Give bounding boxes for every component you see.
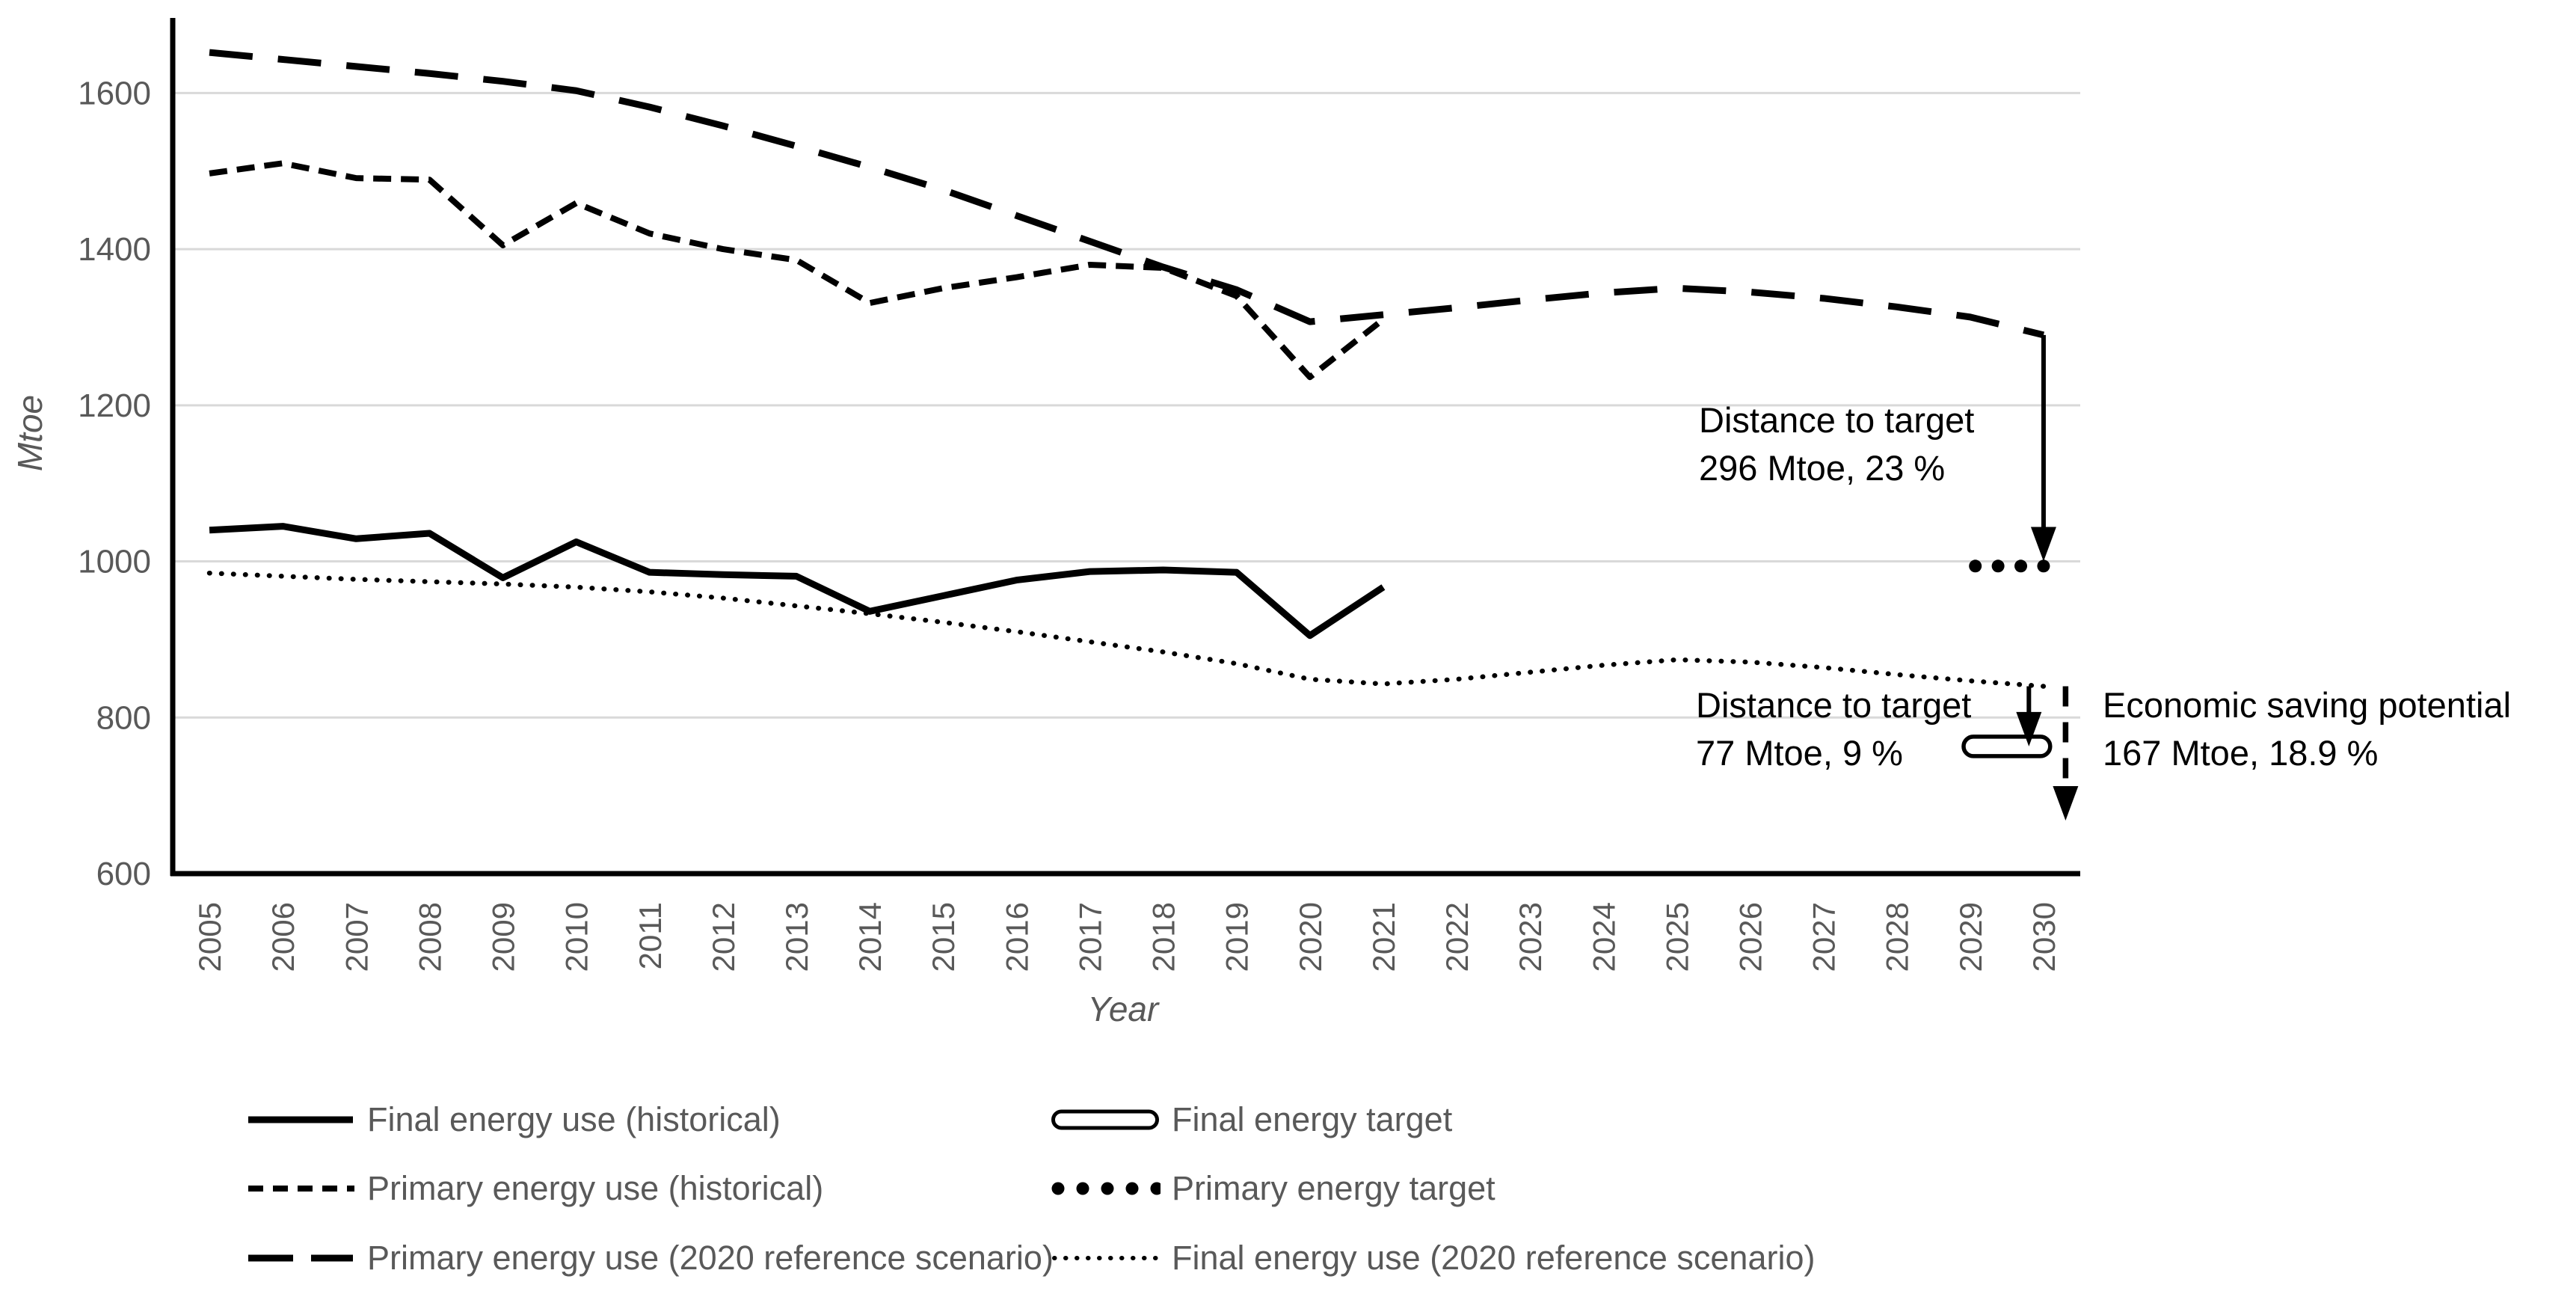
y-tick-label: 600 [96, 856, 151, 892]
dashed-line-swatch-icon [248, 1186, 354, 1192]
y-tick-label: 1400 [78, 231, 151, 268]
legend-item-primary-energy-use-reference: Primary energy use (2020 reference scena… [245, 1236, 1054, 1281]
marker-primary-energy-target-dot [2014, 559, 2028, 573]
x-tick-label: 2030 [2026, 902, 2062, 972]
legend-label: Primary energy use (historical) [367, 1169, 824, 1207]
x-tick-label: 2012 [706, 902, 741, 972]
y-axis-title: Mtoe [10, 394, 49, 472]
x-tick-label: 2028 [1880, 902, 1915, 972]
x-tick-label: 2016 [999, 902, 1034, 972]
x-tick-label: 2018 [1146, 902, 1181, 972]
x-tick-label: 2022 [1439, 902, 1475, 972]
x-tick-label: 2007 [339, 902, 374, 972]
x-tick-label: 2010 [559, 902, 594, 972]
x-tick-label: 2026 [1733, 902, 1768, 972]
legend-label: Final energy use (2020 reference scenari… [1172, 1239, 1816, 1277]
x-tick-label: 2027 [1807, 902, 1842, 972]
arrow-head-arrow-to-primary-target [2030, 527, 2056, 562]
x-tick-label: 2023 [1513, 902, 1548, 972]
x-tick-label: 2005 [192, 902, 227, 972]
x-tick-label: 2011 [633, 902, 668, 969]
legend-item-primary-energy-use-historical: Primary energy use (historical) [245, 1166, 823, 1211]
x-tick-label: 2024 [1586, 902, 1621, 972]
legend-item-final-energy-use-reference: Final energy use (2020 reference scenari… [1050, 1236, 1815, 1281]
marker-primary-energy-target-dot [2037, 559, 2050, 573]
annotation-line: 296 Mtoe, 23 % [1699, 448, 1946, 488]
x-tick-label: 2014 [852, 902, 888, 972]
capsule-marker-swatch-icon [1051, 1109, 1159, 1130]
x-tick-label: 2019 [1220, 902, 1255, 972]
bold-dots-swatch-icon [1051, 1182, 1161, 1195]
y-tick-label: 1200 [78, 387, 151, 424]
annotation-line: Distance to target [1699, 400, 1975, 440]
marker-final-energy-target [1961, 735, 2053, 758]
legend-label: Final energy use (historical) [367, 1100, 781, 1138]
marker-primary-energy-target-dot [1969, 559, 1982, 573]
series-primary-energy-use-historical [209, 160, 1386, 381]
marker-primary-energy-target-dot [1991, 559, 2005, 573]
x-tick-label: 2025 [1659, 902, 1694, 972]
annotation-line: Distance to target [1696, 685, 1972, 725]
series-primary-energy-use-2020-reference-scenario [209, 49, 2045, 339]
y-tick-label: 1000 [78, 544, 151, 580]
long-dashed-line-swatch-icon [248, 1254, 353, 1262]
x-tick-label: 2020 [1293, 902, 1328, 972]
y-tick-label: 800 [96, 699, 151, 736]
series-final-energy-use-historical [209, 523, 1386, 640]
annotation-line: 77 Mtoe, 9 % [1696, 733, 1903, 773]
legend-item-final-energy-target: Final energy target [1050, 1097, 1452, 1142]
legend-label: Primary energy use (2020 reference scena… [367, 1239, 1054, 1277]
solid-line-swatch-icon [248, 1116, 353, 1123]
x-tick-label: 2015 [926, 902, 961, 972]
x-tick-label: 2013 [779, 902, 814, 972]
x-tick-label: 2008 [412, 902, 447, 972]
legend-label: Final energy target [1172, 1100, 1453, 1138]
legend-item-final-energy-use-historical: Final energy use (historical) [245, 1097, 781, 1142]
annotation-distance-to-final-target: Distance to target 77 Mtoe, 9 % [1696, 681, 1971, 777]
legend-item-primary-energy-target: Primary energy target [1050, 1166, 1496, 1211]
series-final-energy-use-2020-reference-scenario [206, 570, 2047, 689]
annotation-distance-to-primary-target: Distance to target 296 Mtoe, 23 % [1699, 396, 1974, 492]
x-tick-label: 2009 [486, 902, 521, 972]
x-tick-label: 2021 [1366, 902, 1401, 972]
x-tick-label: 2006 [265, 902, 301, 972]
annotation-economic-saving-potential: Economic saving potential 167 Mtoe, 18.9… [2103, 681, 2511, 777]
arrow-head-arrow-to-final-target [2016, 711, 2042, 746]
x-tick-label: 2029 [1953, 902, 1988, 972]
annotation-line: Economic saving potential [2103, 685, 2512, 725]
annotation-line: 167 Mtoe, 18.9 % [2103, 733, 2379, 773]
legend-label: Primary energy target [1172, 1169, 1496, 1207]
fine-dots-swatch-icon [1052, 1256, 1158, 1260]
x-axis-title: Year [1087, 990, 1159, 1028]
arrow-head-arrow-economic-saving [2053, 786, 2079, 821]
y-tick-label: 1600 [78, 75, 151, 111]
x-tick-label: 2017 [1072, 902, 1107, 972]
